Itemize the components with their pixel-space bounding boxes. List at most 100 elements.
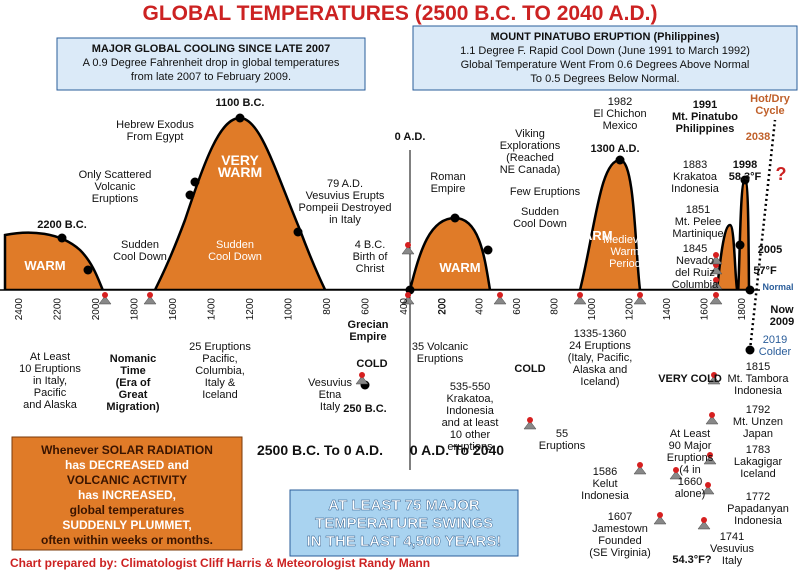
axis-label: 400	[399, 298, 410, 315]
annotation-line: WARM	[439, 260, 480, 275]
dot	[735, 240, 745, 250]
volcano	[401, 295, 415, 305]
annotation-line: 1741	[720, 531, 744, 543]
dot	[185, 190, 195, 200]
annotation-line: del Ruiz	[675, 267, 715, 279]
annotation-line: AGES	[512, 338, 549, 353]
annotation: 250 B.C.	[343, 403, 386, 415]
annotation-line: 10 other	[450, 429, 491, 441]
annotation-line: Mt. Unzen	[733, 416, 783, 428]
axis-label: 800	[550, 298, 561, 315]
annotation: COLD	[356, 358, 387, 370]
annotation-line: WARM	[218, 164, 262, 180]
annotation: 54.3°F?	[672, 554, 712, 566]
annotation-line: (4 in	[679, 464, 700, 476]
annotation-line: 2019	[763, 334, 787, 346]
annotation-line: Warm	[611, 246, 640, 258]
annotation-line: Empire	[349, 331, 386, 343]
eruption	[657, 512, 663, 518]
axis-label: 2400	[14, 298, 25, 321]
annotation-line: Christ	[356, 263, 385, 275]
annotation: 1815 Mt. Tambora Indonesia	[728, 361, 790, 397]
annotation: ?	[776, 164, 787, 184]
dot	[235, 113, 245, 123]
eruption	[713, 252, 719, 258]
volcano	[98, 295, 112, 305]
annotation-line: Founded	[598, 535, 641, 547]
annotation-line: Cycle	[755, 105, 784, 117]
annotation-line: Nevado	[676, 255, 714, 267]
annotation-line: Sudden	[521, 206, 559, 218]
axis-label: 800	[322, 298, 333, 315]
swings-box	[289, 489, 519, 557]
footer: Chart prepared by: Climatologist Cliff H…	[10, 556, 430, 570]
annotation-line: 25 Eruptions	[189, 341, 251, 353]
annotation-line: Iceland)	[580, 376, 619, 388]
volcano	[709, 295, 723, 305]
temperature-curve	[0, 118, 777, 545]
annotation-line: Time	[120, 365, 145, 377]
eruption	[701, 517, 707, 523]
annotation: VERY COLD	[658, 373, 722, 385]
annotation-line: 0 A.D.	[395, 131, 426, 143]
volcano	[709, 255, 723, 265]
volcano	[697, 520, 711, 530]
annotation-line: (Era of	[116, 377, 151, 389]
box-title: MOUNT PINATUBO ERUPTION (Philippines)	[491, 31, 720, 43]
annotation-line: Hebrew Exodus	[116, 119, 194, 131]
annotation: VERY WARM	[218, 152, 262, 180]
eruption	[359, 372, 365, 378]
annotation-line: Great	[119, 389, 148, 401]
eruption	[709, 412, 715, 418]
annotation-line: Italy	[722, 555, 743, 567]
volcano	[355, 375, 369, 385]
annotation-line: 1998	[733, 159, 757, 171]
annotation: 1741 Vesuvius Italy	[710, 531, 755, 567]
annotation-line: Birth of	[353, 251, 389, 263]
annotation-line: Mexico	[603, 120, 638, 132]
dot	[293, 227, 303, 237]
box	[56, 37, 366, 91]
eruption	[527, 417, 533, 423]
annotation-line: Indonesia	[581, 490, 630, 502]
annotation-line: 79 A.D.	[327, 178, 363, 190]
annotation-line: 1100 B.C.	[216, 97, 265, 109]
annotation-line: Cool Down	[513, 218, 567, 230]
forecast-line	[748, 119, 777, 351]
annotation-line: 1335-1360	[574, 328, 627, 340]
annotation-line: WARM	[24, 258, 65, 273]
annotation: "LITTLE ICE AGE"	[663, 336, 718, 362]
annotation-line: Migration)	[106, 401, 159, 413]
annotation-line: At Least	[30, 351, 70, 363]
annotation-line: Sudden	[216, 239, 254, 251]
volcano	[573, 295, 587, 305]
annotation: 1783 Lakagigar Iceland	[734, 444, 783, 480]
eruption	[705, 482, 711, 488]
annotation-line: 90 Major	[669, 440, 712, 452]
annotation-line: Colder	[759, 346, 792, 358]
annotation-line: 535-550	[450, 381, 490, 393]
annotation-line: At Least	[670, 428, 710, 440]
annotation: 57°F	[753, 265, 777, 277]
annotation: Sudden Cool Down	[208, 239, 262, 263]
eruption	[711, 372, 717, 378]
dot	[740, 175, 750, 185]
annotation-line: Papadanyan	[727, 503, 789, 515]
dot	[190, 177, 200, 187]
annotation-line: Indonesia	[446, 405, 495, 417]
axis-label: 2200	[53, 298, 64, 321]
annotation: 0 A.D. To 2040	[410, 442, 504, 458]
annotation: Roman Empire	[430, 171, 465, 195]
axis-label: 1200	[245, 298, 256, 321]
annotation-line: 57°F	[753, 265, 777, 277]
annotation-line: Philippines	[676, 123, 735, 135]
annotation-line: NE Canada)	[500, 164, 561, 176]
annotation: 25 Eruptions Pacific, Columbia, Italy & Icel…	[189, 341, 251, 401]
annotation-line: COLD	[356, 358, 387, 370]
annotation-line: 10 Eruptions	[19, 363, 81, 375]
annotation: Only Scattered Volcanic Eruptions	[79, 169, 152, 205]
box-line: SUDDENLY PLUMMET,	[62, 518, 191, 532]
annotation: 1991 Mt. Pinatubo Philippines	[672, 99, 738, 135]
annotation-line: 2005	[758, 244, 782, 256]
